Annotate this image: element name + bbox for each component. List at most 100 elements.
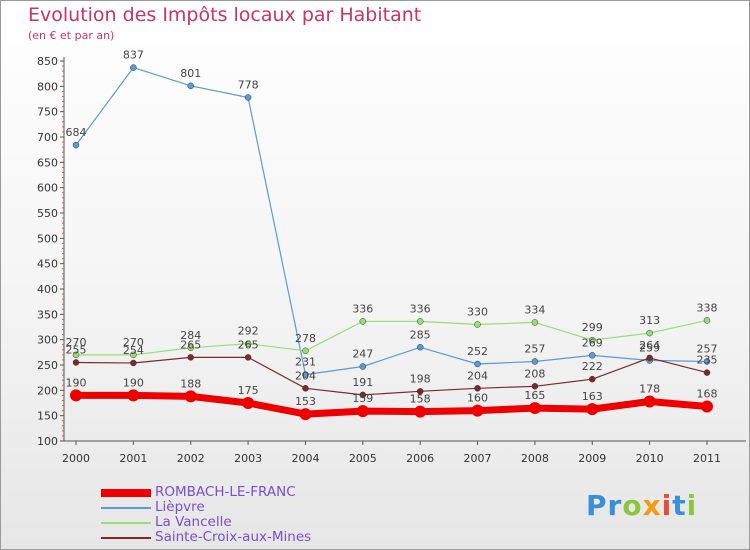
- series-line: [76, 391, 708, 418]
- data-point: [531, 358, 539, 365]
- data-point: [72, 141, 80, 149]
- y-tick-label: 850: [37, 55, 58, 68]
- data-point: [302, 385, 309, 392]
- data-point: [359, 318, 367, 325]
- data-point: [244, 340, 252, 347]
- y-tick-label: 100: [37, 435, 58, 448]
- x-tick-label: 2007: [464, 452, 492, 465]
- y-tick-label: 200: [37, 384, 58, 397]
- data-label: 265: [238, 338, 259, 351]
- legend-label: La Vancelle: [155, 514, 232, 530]
- y-tick-label: 700: [37, 131, 58, 144]
- x-tick-label: 2011: [693, 452, 721, 465]
- data-point: [70, 389, 82, 402]
- data-point: [127, 389, 140, 402]
- data-point: [414, 405, 427, 418]
- data-label: 165: [524, 389, 545, 402]
- data-label: 160: [467, 392, 488, 405]
- data-point: [416, 318, 424, 325]
- data-label: 265: [180, 338, 201, 351]
- data-label: 837: [123, 49, 144, 62]
- y-tick-label: 350: [37, 308, 58, 321]
- data-label: 159: [352, 392, 373, 405]
- data-point: [474, 360, 481, 368]
- data-label: 158: [410, 393, 431, 406]
- legend-swatch: [101, 521, 151, 524]
- data-point: [589, 336, 596, 344]
- logo-letter: t: [672, 489, 687, 522]
- data-label: 264: [639, 339, 660, 352]
- data-point: [474, 385, 481, 392]
- data-label: 269: [582, 336, 603, 349]
- legend-swatch: [101, 536, 151, 539]
- data-point: [130, 351, 137, 359]
- data-label: 257: [697, 342, 718, 355]
- data-label: 198: [410, 372, 431, 385]
- data-point: [589, 375, 596, 383]
- series-line: [76, 319, 708, 356]
- data-point: [187, 354, 194, 361]
- series-line: [75, 66, 708, 376]
- data-label: 153: [295, 395, 316, 408]
- data-point: [244, 354, 252, 361]
- data-label: 299: [582, 321, 603, 334]
- data-label: 254: [123, 344, 144, 357]
- data-point: [589, 352, 596, 359]
- x-tick-label: 2009: [578, 452, 606, 465]
- data-label: 284: [180, 329, 201, 342]
- data-label: 684: [66, 126, 87, 139]
- data-label: 270: [123, 336, 144, 349]
- data-point: [184, 390, 197, 403]
- data-label: 231: [295, 356, 316, 369]
- x-tick-label: 2003: [234, 452, 262, 465]
- logo-letter: o: [622, 489, 643, 522]
- logo-letter: x: [642, 489, 662, 522]
- legend-label: Lièpvre: [155, 499, 205, 515]
- data-label: 255: [66, 343, 87, 356]
- data-label: 336: [352, 302, 373, 315]
- data-point: [302, 371, 309, 378]
- data-label: 204: [295, 369, 316, 382]
- y-tick-label: 550: [37, 207, 58, 220]
- data-label: 168: [697, 388, 718, 401]
- data-point: [72, 351, 80, 359]
- data-label: 178: [639, 382, 660, 395]
- logo-letter: r: [607, 489, 623, 522]
- logo-letter: i: [661, 489, 673, 522]
- data-label: 190: [123, 376, 144, 389]
- data-point: [643, 395, 656, 408]
- data-label: 204: [467, 369, 488, 382]
- data-point: [703, 358, 711, 365]
- logo-letter: i: [686, 489, 698, 522]
- chart-title: Evolution des Impôts locaux par Habitant: [28, 4, 422, 26]
- data-point: [244, 94, 252, 101]
- data-point: [528, 402, 541, 415]
- data-label: 208: [524, 367, 545, 380]
- legend-swatch: [101, 506, 151, 509]
- data-point: [356, 405, 369, 418]
- x-tick-label: 2010: [636, 452, 664, 465]
- data-point: [646, 354, 653, 362]
- data-label: 190: [66, 376, 87, 389]
- x-tick-label: 2006: [406, 452, 434, 465]
- data-label: 270: [66, 336, 87, 349]
- data-point: [701, 400, 713, 413]
- data-label: 163: [582, 390, 603, 403]
- data-label: 334: [524, 303, 545, 316]
- data-label: 778: [238, 78, 259, 91]
- y-tick-label: 250: [37, 359, 58, 372]
- y-tick-label: 500: [37, 232, 58, 245]
- data-point: [359, 391, 367, 399]
- y-tick-label: 650: [37, 156, 58, 169]
- data-label: 222: [582, 360, 603, 373]
- x-tick-label: 2001: [119, 452, 147, 465]
- data-label: 313: [639, 314, 660, 327]
- data-point: [187, 344, 194, 352]
- data-point: [474, 321, 481, 328]
- series-line: [75, 356, 708, 396]
- data-point: [359, 363, 367, 370]
- data-label: 259: [639, 341, 660, 354]
- data-label: 330: [467, 305, 488, 318]
- data-point: [703, 369, 711, 376]
